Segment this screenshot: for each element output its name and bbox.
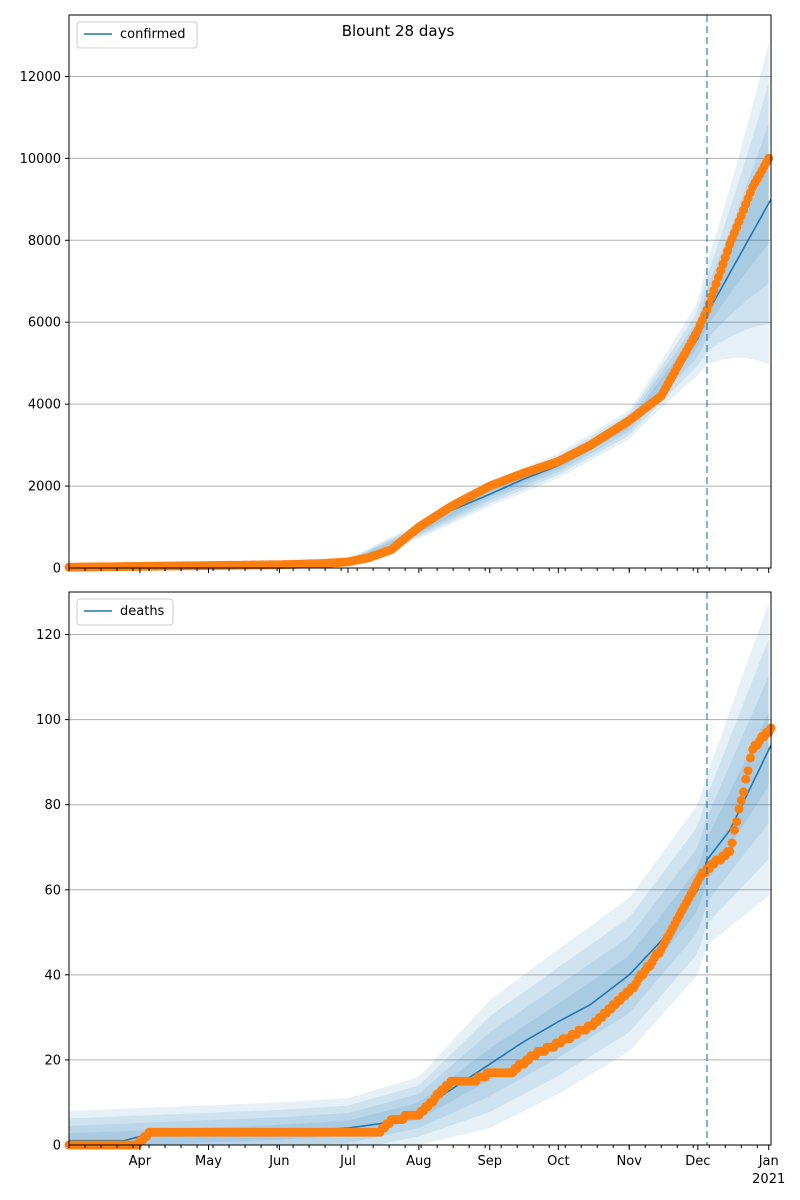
observed-point (739, 787, 749, 797)
uncertainty-band (69, 123, 769, 568)
y-tick-label: 0 (53, 1139, 61, 1154)
axes-frame (68, 591, 772, 1146)
y-tick-label: 20 (44, 1053, 61, 1068)
y-tick-label: 100 (36, 713, 61, 728)
legend-deaths: deaths (76, 598, 174, 626)
y-tick-label: 0 (53, 562, 61, 577)
y-tick-label: 60 (44, 883, 61, 898)
y-tick-label: 6000 (28, 316, 61, 331)
observed-point (764, 153, 774, 163)
y-tick-label: 10000 (20, 152, 61, 167)
y-tick-label: 80 (44, 798, 61, 813)
x-tick-label: Jun (268, 1154, 289, 1169)
x-year-label: 2021 (752, 1172, 785, 1187)
x-tick-label: Apr (129, 1154, 152, 1169)
legend-box (76, 598, 174, 626)
x-tick-label: Oct (547, 1154, 569, 1169)
x-tick-label: Jan (758, 1154, 779, 1169)
x-tick-label: Sep (477, 1154, 502, 1169)
observed-point (727, 838, 737, 848)
observed-point (734, 804, 744, 814)
x-tick-label: Aug (406, 1154, 431, 1169)
legend-label: confirmed (120, 27, 186, 42)
observed-point (745, 753, 755, 763)
confirmed-panel: 0 2000 4000 6000 8000 10000 12000 (20, 14, 774, 577)
uncertainty-band (69, 82, 769, 568)
uncertainty-band (69, 602, 769, 1145)
observed-point (729, 825, 739, 835)
observed-point (732, 817, 742, 827)
uncertainty-band (69, 42, 769, 568)
legend-label: deaths (120, 604, 165, 619)
observed-point (741, 774, 751, 784)
deaths-panel: 0 20 40 60 80 100 120 Apr May Jun Jul Aug Sep Oct Nov D… (36, 591, 785, 1187)
chart-title: Blount 28 days (342, 22, 455, 40)
axes-frame (68, 14, 772, 569)
observed-point (743, 766, 753, 776)
y-tick-label: 2000 (28, 480, 61, 495)
y-tick-label: 8000 (28, 234, 61, 249)
x-tick-label: Jul (339, 1154, 356, 1169)
x-tick-label: Nov (617, 1154, 643, 1169)
uncertainty-band (69, 675, 769, 1145)
y-tick-label: 40 (44, 968, 61, 983)
x-tick-label: Dec (685, 1154, 710, 1169)
observed-point (725, 847, 735, 856)
y-tick-label: 120 (36, 628, 61, 643)
x-tick-label: May (195, 1154, 222, 1169)
legend-confirmed: confirmed (76, 21, 198, 49)
y-tick-label: 12000 (20, 70, 61, 85)
observed-point (736, 795, 746, 805)
y-tick-label: 4000 (28, 398, 61, 413)
legend-box (76, 21, 198, 49)
